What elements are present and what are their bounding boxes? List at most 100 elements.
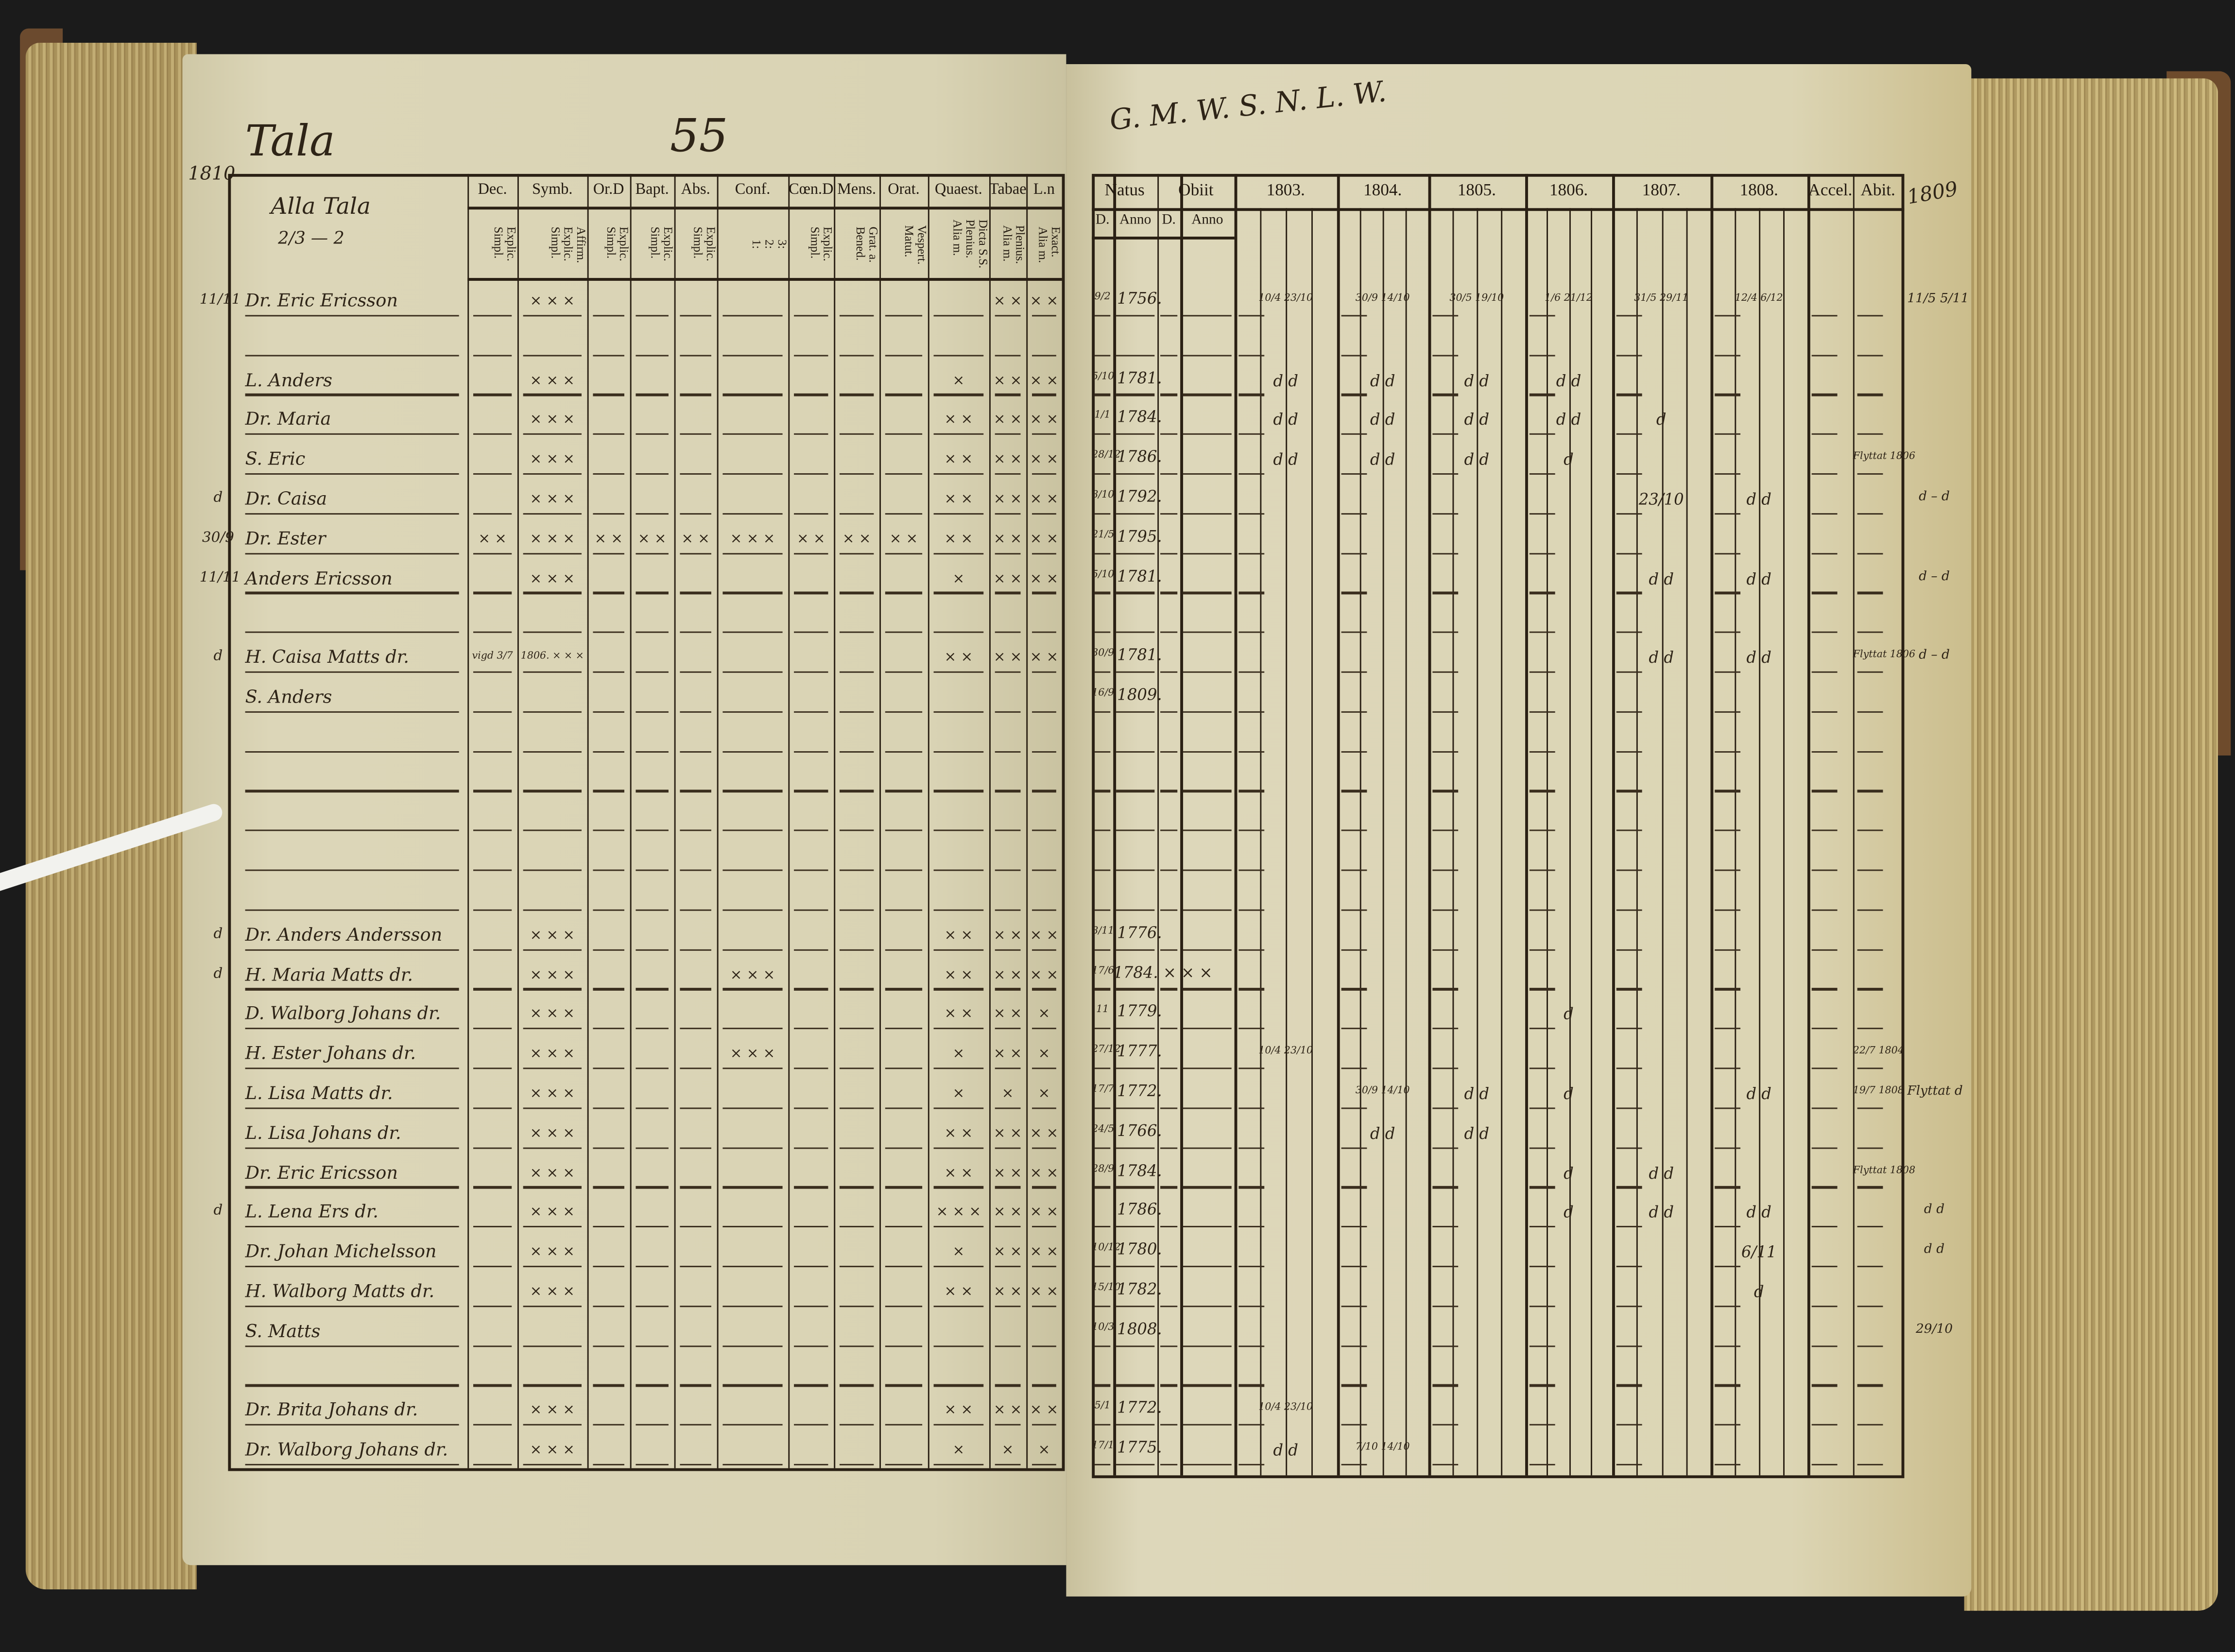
row-rule: [636, 1028, 669, 1030]
row-rule: [885, 354, 923, 356]
row-rule: [680, 314, 711, 317]
communion-mark: × × ×: [530, 1244, 575, 1260]
row-rule: [1116, 1186, 1155, 1188]
row-rule: [839, 632, 874, 634]
row-rule: [794, 1067, 828, 1069]
row-rule: [1432, 750, 1459, 753]
row-rule: [1341, 869, 1367, 872]
person-name: S. Anders: [245, 686, 332, 707]
row-rule: [995, 1424, 1021, 1426]
row-rule: [885, 750, 923, 753]
communion-mark: × ×: [594, 531, 623, 547]
margin-note: d: [213, 1204, 223, 1220]
row-rule: [1095, 354, 1111, 356]
row-rule: [1811, 790, 1838, 792]
row-rule: [1095, 1028, 1111, 1030]
row-rule: [523, 1384, 582, 1387]
row-rule: [1183, 1463, 1232, 1466]
row-rule: [523, 354, 582, 356]
row-rule: [1183, 1345, 1232, 1347]
column-divider: [587, 173, 589, 1468]
row-rule: [1715, 790, 1741, 792]
row-rule: [1529, 1147, 1555, 1149]
row-rule: [794, 1028, 828, 1030]
row-rule: [1183, 1028, 1232, 1030]
row-rule: [1183, 671, 1232, 673]
person-name: Dr. Maria: [245, 408, 331, 430]
row-rule: [1432, 1424, 1459, 1426]
row-rule: [1857, 592, 1883, 594]
row-rule: [593, 1384, 624, 1387]
column-divider: [989, 173, 991, 1468]
row-rule: [473, 1463, 512, 1466]
communion-mark: × ×: [1030, 492, 1059, 508]
column-divider: [1180, 173, 1184, 1476]
row-rule: [1432, 1305, 1459, 1308]
year-entry: d d: [1746, 490, 1771, 509]
communion-mark: × × ×: [530, 1007, 575, 1023]
row-rule: [1857, 632, 1883, 634]
row-rule: [933, 1305, 984, 1308]
row-rule: [1238, 552, 1265, 554]
communion-mark: × ×: [1030, 1284, 1059, 1300]
column-divider: [788, 173, 791, 1468]
row-rule: [1529, 1028, 1555, 1030]
row-rule: [473, 473, 512, 475]
row-rule: [722, 1384, 783, 1387]
row-rule-name: [245, 552, 459, 554]
column-divider: [834, 173, 836, 1468]
column-header-1804: 1804.: [1363, 179, 1402, 200]
row-rule: [636, 394, 669, 396]
birth-year: 1780.: [1117, 1240, 1162, 1259]
year-entry: Flyttat 1806: [1853, 649, 1916, 660]
birth-day: 21/5: [1092, 528, 1115, 540]
communion-mark: × × ×: [730, 1046, 775, 1063]
row-rule: [885, 1028, 923, 1030]
row-rule: [1432, 1463, 1459, 1466]
year-subdivider: [1636, 208, 1638, 1476]
birth-day: 17/6: [1092, 964, 1115, 976]
row-rule: [593, 1028, 624, 1030]
row-rule: [680, 948, 711, 951]
row-rule: [794, 750, 828, 753]
row-rule: [523, 314, 582, 317]
row-rule: [1116, 473, 1155, 475]
row-rule: [1715, 988, 1741, 990]
row-rule: [1857, 1384, 1883, 1387]
row-rule: [1183, 1384, 1232, 1387]
communion-mark: × × ×: [530, 1165, 575, 1181]
row-rule: [1183, 314, 1232, 317]
row-rule: [839, 790, 874, 792]
row-rule: [1811, 552, 1838, 554]
column-header-natus: Natus: [1104, 179, 1145, 200]
column-header-abit: Abit.: [1860, 179, 1895, 200]
row-rule: [1811, 1305, 1838, 1308]
year-entry: d d: [1649, 1164, 1674, 1183]
row-rule: [1811, 711, 1838, 713]
row-rule: [794, 592, 828, 594]
row-rule: [1238, 1345, 1265, 1347]
row-rule: [636, 671, 669, 673]
birth-year: 1766.: [1117, 1121, 1162, 1140]
birth-day: 9/2: [1094, 291, 1111, 302]
row-rule: [1116, 1305, 1155, 1308]
row-rule: [636, 632, 669, 634]
row-rule: [1811, 1147, 1838, 1149]
column-header-1807: 1807.: [1642, 179, 1681, 200]
row-rule: [1341, 750, 1367, 753]
row-rule: [593, 632, 624, 634]
birth-day: 24/5: [1092, 1123, 1115, 1135]
year-subdivider: [1759, 208, 1761, 1476]
row-rule: [680, 1345, 711, 1347]
row-rule: [1529, 473, 1555, 475]
year-entry: Flyttat 1808: [1853, 1164, 1916, 1176]
column-header-1808: 1808.: [1739, 179, 1778, 200]
row-rule: [885, 314, 923, 317]
row-rule: [1529, 671, 1555, 673]
communion-mark: ×: [1038, 1007, 1050, 1023]
row-rule: [995, 711, 1021, 713]
row-rule: [1183, 1107, 1232, 1109]
row-rule: [722, 1107, 783, 1109]
person-name: Dr. Eric Ericsson: [245, 1161, 398, 1183]
row-rule: [473, 1345, 512, 1347]
